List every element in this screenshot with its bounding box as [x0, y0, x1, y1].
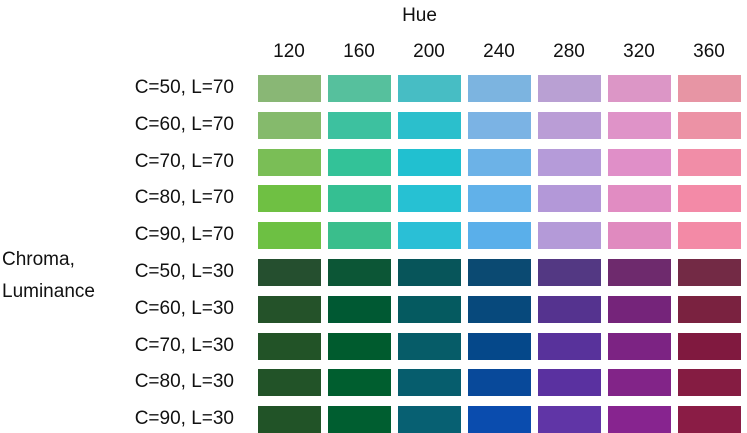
swatch-row2-hue240	[468, 111, 531, 139]
row-axis-title-line-2: Luminance	[2, 281, 95, 302]
swatch-row6-hue120	[258, 259, 321, 286]
swatch-row10-hue120	[258, 406, 321, 433]
swatch-row5-hue360	[678, 222, 741, 250]
row-label: C=90, L=70	[134, 224, 234, 246]
column-label-hue-280: 280	[553, 41, 585, 62]
swatch-row4-hue280	[538, 185, 601, 213]
swatch-row2-hue200	[398, 111, 461, 139]
swatch-row3-hue160	[328, 148, 391, 176]
swatch-row7-hue120	[258, 295, 321, 323]
swatch-row6-hue200	[398, 259, 461, 286]
swatch-row2-hue280	[538, 111, 601, 139]
swatch-row1-hue160	[328, 75, 391, 102]
swatch-row3-hue200	[398, 148, 461, 176]
swatch-row10-hue320	[608, 406, 671, 433]
swatch-row7-hue320	[608, 295, 671, 323]
swatch-row3-hue320	[608, 148, 671, 176]
swatch-row5-hue200	[398, 222, 461, 250]
swatch-row8-hue160	[328, 332, 391, 360]
swatch-row4-hue200	[398, 185, 461, 213]
swatch-row5-hue240	[468, 222, 531, 250]
swatch-row3-hue240	[468, 148, 531, 176]
swatch-row5-hue280	[538, 222, 601, 250]
swatch-row5-hue320	[608, 222, 671, 250]
swatch-row10-hue360	[678, 406, 741, 433]
column-label-hue-240: 240	[483, 41, 515, 62]
swatch-row7-hue200	[398, 295, 461, 323]
swatch-row8-hue200	[398, 332, 461, 360]
column-axis-title: Hue	[402, 5, 437, 26]
column-label-hue-160: 160	[343, 41, 375, 62]
row-label: C=90, L=30	[134, 408, 234, 430]
swatch-row4-hue360	[678, 185, 741, 213]
swatch-row6-hue360	[678, 259, 741, 286]
swatch-row1-hue320	[608, 75, 671, 102]
column-label-hue-320: 320	[623, 41, 655, 62]
swatch-row9-hue120	[258, 369, 321, 397]
swatch-row5-hue160	[328, 222, 391, 250]
swatch-row2-hue320	[608, 111, 671, 139]
swatch-row4-hue320	[608, 185, 671, 213]
column-label-hue-200: 200	[413, 41, 445, 62]
swatch-row2-hue160	[328, 111, 391, 139]
swatch-row4-hue240	[468, 185, 531, 213]
swatch-row8-hue360	[678, 332, 741, 360]
row-axis-title: Chroma, Luminance	[2, 244, 112, 308]
swatch-row10-hue200	[398, 406, 461, 433]
swatch-row1-hue120	[258, 75, 321, 102]
swatch-row4-hue160	[328, 185, 391, 213]
swatch-row9-hue160	[328, 369, 391, 397]
column-label-hue-120: 120	[273, 41, 305, 62]
swatch-row9-hue280	[538, 369, 601, 397]
swatch-row4-hue120	[258, 185, 321, 213]
swatch-row7-hue360	[678, 295, 741, 323]
swatch-row7-hue160	[328, 295, 391, 323]
swatch-row8-hue320	[608, 332, 671, 360]
swatch-row9-hue320	[608, 369, 671, 397]
row-label: C=50, L=70	[134, 77, 234, 98]
row-label: C=60, L=30	[134, 297, 234, 319]
swatch-row6-hue160	[328, 259, 391, 286]
swatch-row10-hue160	[328, 406, 391, 433]
swatch-row1-hue360	[678, 75, 741, 102]
swatch-row9-hue240	[468, 369, 531, 397]
swatch-row1-hue280	[538, 75, 601, 102]
row-label: C=60, L=70	[134, 113, 234, 135]
row-label: C=80, L=30	[134, 371, 234, 393]
swatch-row6-hue240	[468, 259, 531, 286]
swatch-row5-hue120	[258, 222, 321, 250]
swatch-row2-hue360	[678, 111, 741, 139]
swatch-row1-hue240	[468, 75, 531, 102]
swatch-row7-hue280	[538, 295, 601, 323]
swatch-row10-hue280	[538, 406, 601, 433]
swatch-row6-hue320	[608, 259, 671, 286]
row-label: C=70, L=30	[134, 334, 234, 356]
swatch-row10-hue240	[468, 406, 531, 433]
swatch-row9-hue360	[678, 369, 741, 397]
swatch-row2-hue120	[258, 111, 321, 139]
column-label-hue-360: 360	[693, 41, 725, 62]
swatch-row7-hue240	[468, 295, 531, 323]
row-label: C=50, L=30	[134, 261, 234, 282]
swatch-row3-hue360	[678, 148, 741, 176]
swatch-row1-hue200	[398, 75, 461, 102]
swatch-row3-hue120	[258, 148, 321, 176]
swatch-row8-hue240	[468, 332, 531, 360]
row-label: C=80, L=70	[134, 187, 234, 209]
swatch-row9-hue200	[398, 369, 461, 397]
row-label: C=70, L=70	[134, 150, 234, 172]
row-axis-title-line-1: Chroma,	[2, 249, 75, 270]
swatch-row8-hue120	[258, 332, 321, 360]
swatch-row6-hue280	[538, 259, 601, 286]
swatch-row8-hue280	[538, 332, 601, 360]
swatch-row3-hue280	[538, 148, 601, 176]
